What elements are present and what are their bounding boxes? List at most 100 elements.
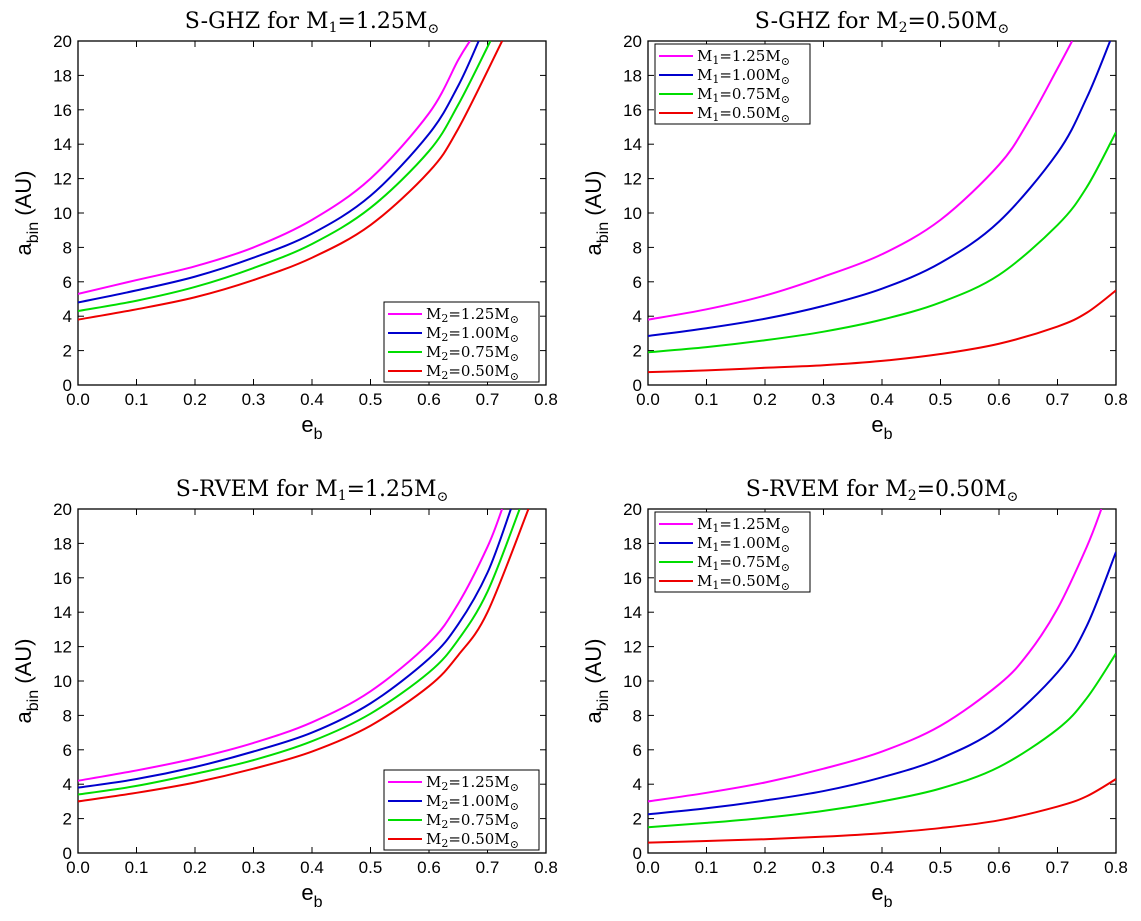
y-tick-label: 0 [63,376,72,395]
sun-symbol-icon: ⊙ [781,74,790,87]
x-tick-label: 0.3 [242,390,266,409]
x-tick-label: 0.4 [300,858,324,877]
x-tick-label: 0.0 [66,858,90,877]
y-tick-label: 14 [53,135,72,154]
legend-subscript: 2 [441,350,448,363]
y-axis-label-subscript: bin [25,222,42,243]
y-tick-label: 20 [623,32,642,51]
y-tick-label: 8 [63,706,72,725]
x-tick-label: 0.6 [417,858,441,877]
series-line-2 [648,41,1112,337]
y-tick-label: 4 [63,307,72,326]
x-tick-label: 0.8 [534,390,558,409]
title-text: =1.25M [338,9,428,34]
x-axis-label-main: e [301,412,313,437]
y-axis-label: abin (AU) [11,171,42,256]
legend-text: =0.50M [719,572,780,590]
x-tick-label: 0.2 [183,858,207,877]
legend-text: =1.00M [719,534,780,552]
y-axis-label: abin (AU) [581,171,612,256]
y-tick-label: 18 [623,66,642,85]
legend-text: =1.25M [719,515,780,533]
chart-title: S-GHZ for M1=1.25M⊙ [185,9,439,37]
legend-text: M [697,534,712,552]
title-text: =1.25M [347,477,437,502]
chart-panel-2: S-GHZ for M2=0.50M⊙0.0 0.1 0.2 0.3 0.4 0.5 0.6… [581,9,1128,443]
y-tick-label: 0 [633,844,642,863]
legend-subscript: 1 [712,73,719,86]
sun-symbol-icon: ⊙ [781,93,790,106]
legend-text: M [426,305,441,323]
legend-subscript: 2 [441,331,448,344]
legend: M1=1.25M⊙M1=1.00M⊙M1=0.75M⊙M1=0.50M⊙ [654,43,811,125]
sun-symbol-icon: ⊙ [510,313,519,326]
x-tick-label: 0.5 [359,858,383,877]
y-tick-label: 10 [623,672,642,691]
legend-text: M [426,792,441,810]
y-axis-label: abin (AU) [581,639,612,724]
y-tick-label: 12 [623,638,642,657]
y-tick-label: 6 [63,273,72,292]
legend-text: =1.00M [448,324,509,342]
x-tick-label: 0.7 [476,390,500,409]
chart-panel-4: S-RVEM for M2=0.50M⊙0.0 0.1 0.2 0.3 0.4 0.5 0.… [581,477,1128,911]
legend-text: =1.25M [719,47,780,65]
legend-text: =0.75M [719,553,780,571]
y-axis-label-unit: (AU) [11,639,36,690]
x-axis-label: eb [301,880,322,911]
legend-box [654,511,811,593]
x-tick-label: 0.3 [812,390,836,409]
y-axis-label-unit: (AU) [11,171,36,222]
title-subscript: 2 [899,20,908,36]
x-tick-label: 0.4 [870,858,894,877]
x-tick-label: 0.7 [1046,858,1070,877]
sun-symbol-icon: ⊙ [510,819,519,832]
legend-entry: M2=1.00M⊙ [426,324,519,345]
series-line-2 [78,41,480,304]
x-tick-label: 0.1 [125,390,149,409]
sun-symbol-icon: ⊙ [510,332,519,345]
legend-text: M [697,104,712,122]
series-line-4 [648,289,1116,374]
y-tick-label: 10 [623,204,642,223]
y-tick-label: 12 [623,170,642,189]
y-tick-label: 14 [623,135,642,154]
y-tick-label: 10 [53,672,72,691]
legend-entry: M1=1.25M⊙ [697,515,790,536]
x-tick-label: 0.0 [636,390,660,409]
y-axis-label-main: a [581,242,606,255]
series-line-3 [78,509,521,796]
x-axis-label-main: e [871,880,883,905]
y-axis-label-subscript: bin [25,690,42,711]
legend-entry: M1=1.25M⊙ [697,47,790,68]
legend-text: =1.25M [448,773,509,791]
x-tick-label: 0.0 [636,858,660,877]
y-tick-label: 14 [623,603,642,622]
sun-symbol-icon: ⊙ [781,580,790,593]
legend-entry: M2=1.00M⊙ [426,792,519,813]
x-tick-label: 0.2 [753,390,777,409]
legend-text: =1.25M [448,305,509,323]
sun-symbol-icon: ⊙ [510,370,519,383]
x-axis-label-subscript: b [884,894,893,911]
legend-text: =0.50M [719,104,780,122]
x-axis-label: eb [871,880,892,911]
y-axis-label-main: a [11,242,36,255]
legend-subscript: 1 [712,541,719,554]
y-tick-label: 6 [633,273,642,292]
legend-text: =0.50M [448,362,509,380]
sun-symbol-icon: ⊙ [781,542,790,555]
y-tick-label: 4 [633,307,642,326]
chart-title: S-GHZ for M2=0.50M⊙ [755,9,1009,37]
series-line-1 [78,41,471,295]
legend-subscript: 1 [712,92,719,105]
x-tick-label: 0.2 [183,390,207,409]
legend-subscript: 1 [712,522,719,535]
legend-text: M [697,515,712,533]
title-text: =0.50M [917,477,1007,502]
chart-title: S-RVEM for M2=0.50M⊙ [746,477,1019,505]
y-tick-label: 2 [633,342,642,361]
sun-symbol-icon: ⊙ [510,781,519,794]
legend-entry: M2=0.50M⊙ [426,362,519,383]
